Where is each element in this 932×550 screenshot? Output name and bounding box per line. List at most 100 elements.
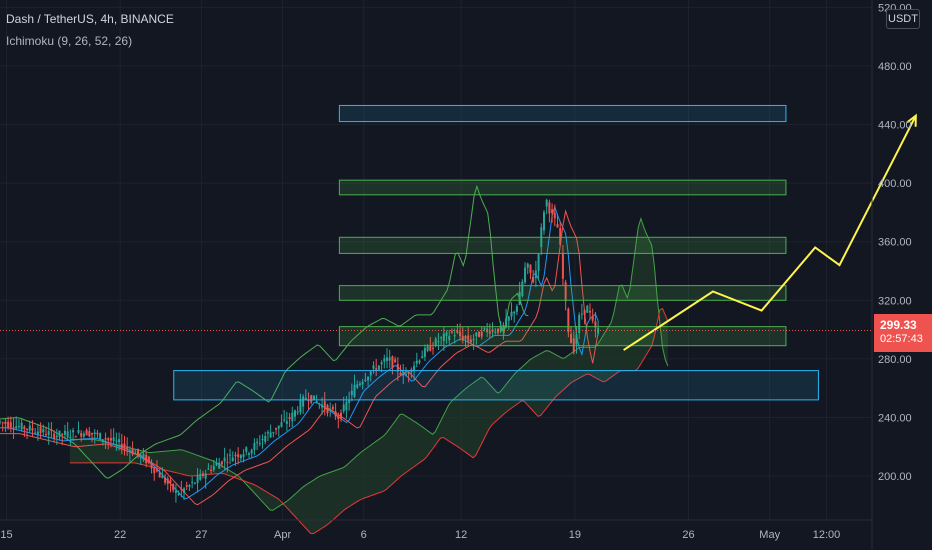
candle-body xyxy=(120,443,123,449)
candle-body xyxy=(161,475,164,479)
candle-body xyxy=(229,454,232,456)
candle-body xyxy=(126,446,129,449)
candle-body xyxy=(510,311,513,317)
candle-body xyxy=(307,400,310,402)
candle-body xyxy=(172,483,175,491)
candle-body xyxy=(542,212,545,231)
candle-body xyxy=(155,469,158,472)
candle-body xyxy=(253,442,256,450)
candle-body xyxy=(269,432,272,438)
candle-body xyxy=(266,432,269,434)
candle-body xyxy=(264,436,267,442)
green-zone-1[interactable] xyxy=(338,179,787,196)
candle-body xyxy=(369,371,372,376)
candle-body xyxy=(461,335,464,341)
green-zone-3[interactable] xyxy=(338,285,787,301)
projection-arrow[interactable] xyxy=(623,113,917,351)
candle-body xyxy=(47,431,50,435)
candle-body xyxy=(356,384,359,388)
candle-body xyxy=(345,401,348,411)
candle-body xyxy=(74,436,77,438)
ichimoku-cloud xyxy=(69,218,668,534)
axes: 200.00 240.00 280.00 320.00 360.00 400.00 440.… xyxy=(0,0,912,550)
candle-body xyxy=(26,428,29,430)
candle-body xyxy=(399,372,402,375)
candle-body xyxy=(109,438,112,441)
blue-zone-5[interactable] xyxy=(173,370,819,401)
candle-body xyxy=(475,332,478,337)
candle-body xyxy=(285,421,288,424)
symbol-title[interactable]: Dash / TetherUS, 4h, BINANCE xyxy=(6,12,174,26)
candle-body xyxy=(142,454,145,458)
candle-body xyxy=(128,450,131,453)
indicator-label[interactable]: Ichimoku (9, 26, 52, 26) xyxy=(6,34,133,48)
price-zones[interactable] xyxy=(173,104,819,401)
candle-body xyxy=(445,332,448,336)
cloud-fill xyxy=(69,218,668,534)
candle-body xyxy=(588,310,591,313)
candle-body xyxy=(207,468,210,470)
x-tick-label: 19 xyxy=(569,529,581,541)
candle-body xyxy=(321,404,324,408)
candle-body xyxy=(196,475,199,483)
grid xyxy=(0,0,872,520)
candle-body xyxy=(36,431,39,435)
green-zone-2[interactable] xyxy=(338,236,787,254)
x-tick-label: 6 xyxy=(361,529,367,541)
candle-body xyxy=(418,360,421,363)
candle-body xyxy=(529,264,532,273)
candle-body xyxy=(177,493,180,495)
candle-body xyxy=(524,267,527,283)
candle-body xyxy=(480,331,483,337)
candle-body xyxy=(464,335,467,339)
candle-body xyxy=(96,432,99,435)
candle-body xyxy=(361,381,364,385)
candle-body xyxy=(131,448,134,455)
candle-body xyxy=(55,435,58,438)
candle-body xyxy=(39,426,42,434)
candle-body xyxy=(402,372,405,376)
currency-badge[interactable]: USDT xyxy=(886,9,920,29)
candle-body xyxy=(329,408,332,410)
candle-body xyxy=(234,454,237,457)
candle-body xyxy=(499,325,502,332)
candle-body xyxy=(69,436,72,439)
candle-body xyxy=(304,397,307,400)
candle-body xyxy=(518,291,521,305)
candle-body xyxy=(0,421,1,423)
candle-body xyxy=(215,462,218,466)
candle-body xyxy=(561,252,564,279)
candle-body xyxy=(337,415,340,419)
candle-body xyxy=(367,376,370,381)
candle-body xyxy=(15,426,18,429)
candle-body xyxy=(104,438,107,440)
candle-body xyxy=(80,432,83,437)
x-tick-label: 12 xyxy=(455,529,467,541)
candle-body xyxy=(250,449,253,454)
candle-body xyxy=(450,331,453,333)
candle-body xyxy=(174,490,177,493)
candle-body xyxy=(318,403,321,405)
candle-body xyxy=(61,433,64,435)
x-tick-label: 15 xyxy=(0,529,12,541)
green-zone-4[interactable] xyxy=(338,326,787,347)
candle-body xyxy=(578,314,581,333)
candle-body xyxy=(34,432,37,434)
candle-body xyxy=(315,401,318,403)
candle-body xyxy=(407,372,410,374)
candle-body xyxy=(545,200,548,207)
blue-zone-0[interactable] xyxy=(338,104,787,123)
candle-body xyxy=(231,457,234,462)
candle-body xyxy=(348,399,351,403)
candle-body xyxy=(88,431,91,437)
candle-body xyxy=(453,335,456,337)
candle-body xyxy=(58,430,61,437)
candle-body xyxy=(350,390,353,396)
candle-body xyxy=(521,281,524,297)
projection-path[interactable] xyxy=(623,115,917,351)
candle-body xyxy=(580,313,583,315)
candle-body xyxy=(388,357,391,361)
candle-body xyxy=(245,447,248,452)
candle-body xyxy=(594,321,597,328)
